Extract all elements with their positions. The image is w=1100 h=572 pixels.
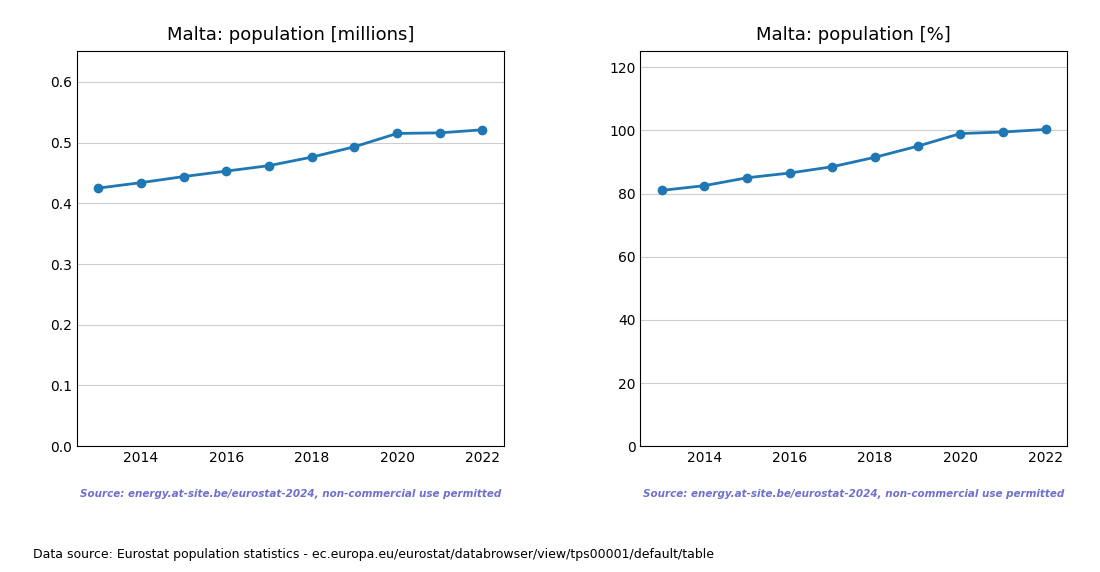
Title: Malta: population [%]: Malta: population [%] bbox=[757, 26, 952, 45]
Title: Malta: population [millions]: Malta: population [millions] bbox=[167, 26, 414, 45]
Text: Source: energy.at-site.be/eurostat-2024, non-commercial use permitted: Source: energy.at-site.be/eurostat-2024,… bbox=[79, 489, 500, 499]
Text: Data source: Eurostat population statistics - ec.europa.eu/eurostat/databrowser/: Data source: Eurostat population statist… bbox=[33, 547, 714, 561]
Text: Source: energy.at-site.be/eurostat-2024, non-commercial use permitted: Source: energy.at-site.be/eurostat-2024,… bbox=[644, 489, 1065, 499]
